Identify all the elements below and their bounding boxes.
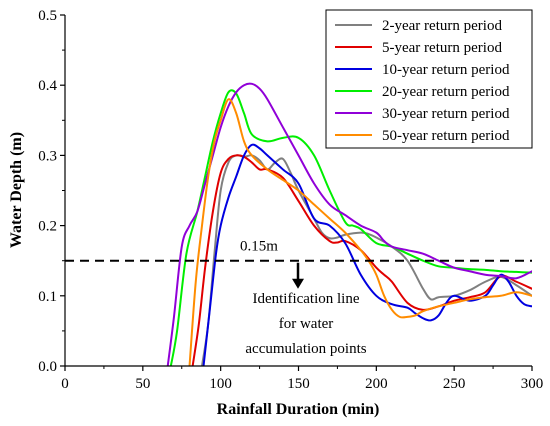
legend: 2-year return period 5-year return period… bbox=[325, 9, 533, 149]
legend-label: 20-year return period bbox=[382, 84, 510, 100]
series-line-5 bbox=[166, 82, 532, 366]
legend-label: 5-year return period bbox=[382, 40, 502, 56]
threshold-label: 0.15m bbox=[240, 239, 278, 255]
x-tick-label: 0 bbox=[61, 376, 69, 392]
x-tick-label: 50 bbox=[135, 376, 150, 392]
series-line-6 bbox=[188, 98, 532, 366]
x-tick-label: 250 bbox=[443, 376, 466, 392]
legend-box bbox=[325, 9, 533, 149]
x-axis-title: Rainfall Duration (min) bbox=[217, 401, 380, 418]
x-tick-label: 300 bbox=[521, 376, 544, 392]
x-ticks: 0 50 100 150 200 250 300 bbox=[61, 366, 543, 392]
annotation-line-2: for water bbox=[279, 316, 334, 332]
y-tick-label: 0.4 bbox=[38, 78, 57, 94]
y-tick-label: 0.5 bbox=[38, 8, 57, 24]
x-tick-label: 200 bbox=[365, 376, 388, 392]
y-tick-label: 0.1 bbox=[38, 289, 57, 305]
legend-label: 2-year return period bbox=[382, 18, 502, 34]
y-axis-title: Water Depth (m) bbox=[8, 132, 25, 248]
series-layer bbox=[166, 82, 532, 366]
x-tick-label: 100 bbox=[209, 376, 232, 392]
y-ticks: 0.0 0.1 0.2 0.3 0.4 0.5 bbox=[38, 8, 65, 375]
x-tick-label: 150 bbox=[287, 376, 310, 392]
annotation-line-1: Identification line bbox=[252, 291, 359, 307]
annotation-line-3: accumulation points bbox=[245, 341, 366, 357]
y-tick-label: 0.3 bbox=[38, 148, 57, 164]
y-tick-label: 0.0 bbox=[38, 359, 57, 375]
legend-label: 10-year return period bbox=[382, 62, 510, 78]
legend-label: 30-year return period bbox=[382, 106, 510, 122]
annotation-arrow bbox=[292, 262, 304, 289]
y-tick-label: 0.2 bbox=[38, 219, 57, 235]
series-line-3 bbox=[202, 143, 532, 366]
series-line-2 bbox=[191, 154, 532, 366]
legend-label: 50-year return period bbox=[382, 128, 510, 144]
